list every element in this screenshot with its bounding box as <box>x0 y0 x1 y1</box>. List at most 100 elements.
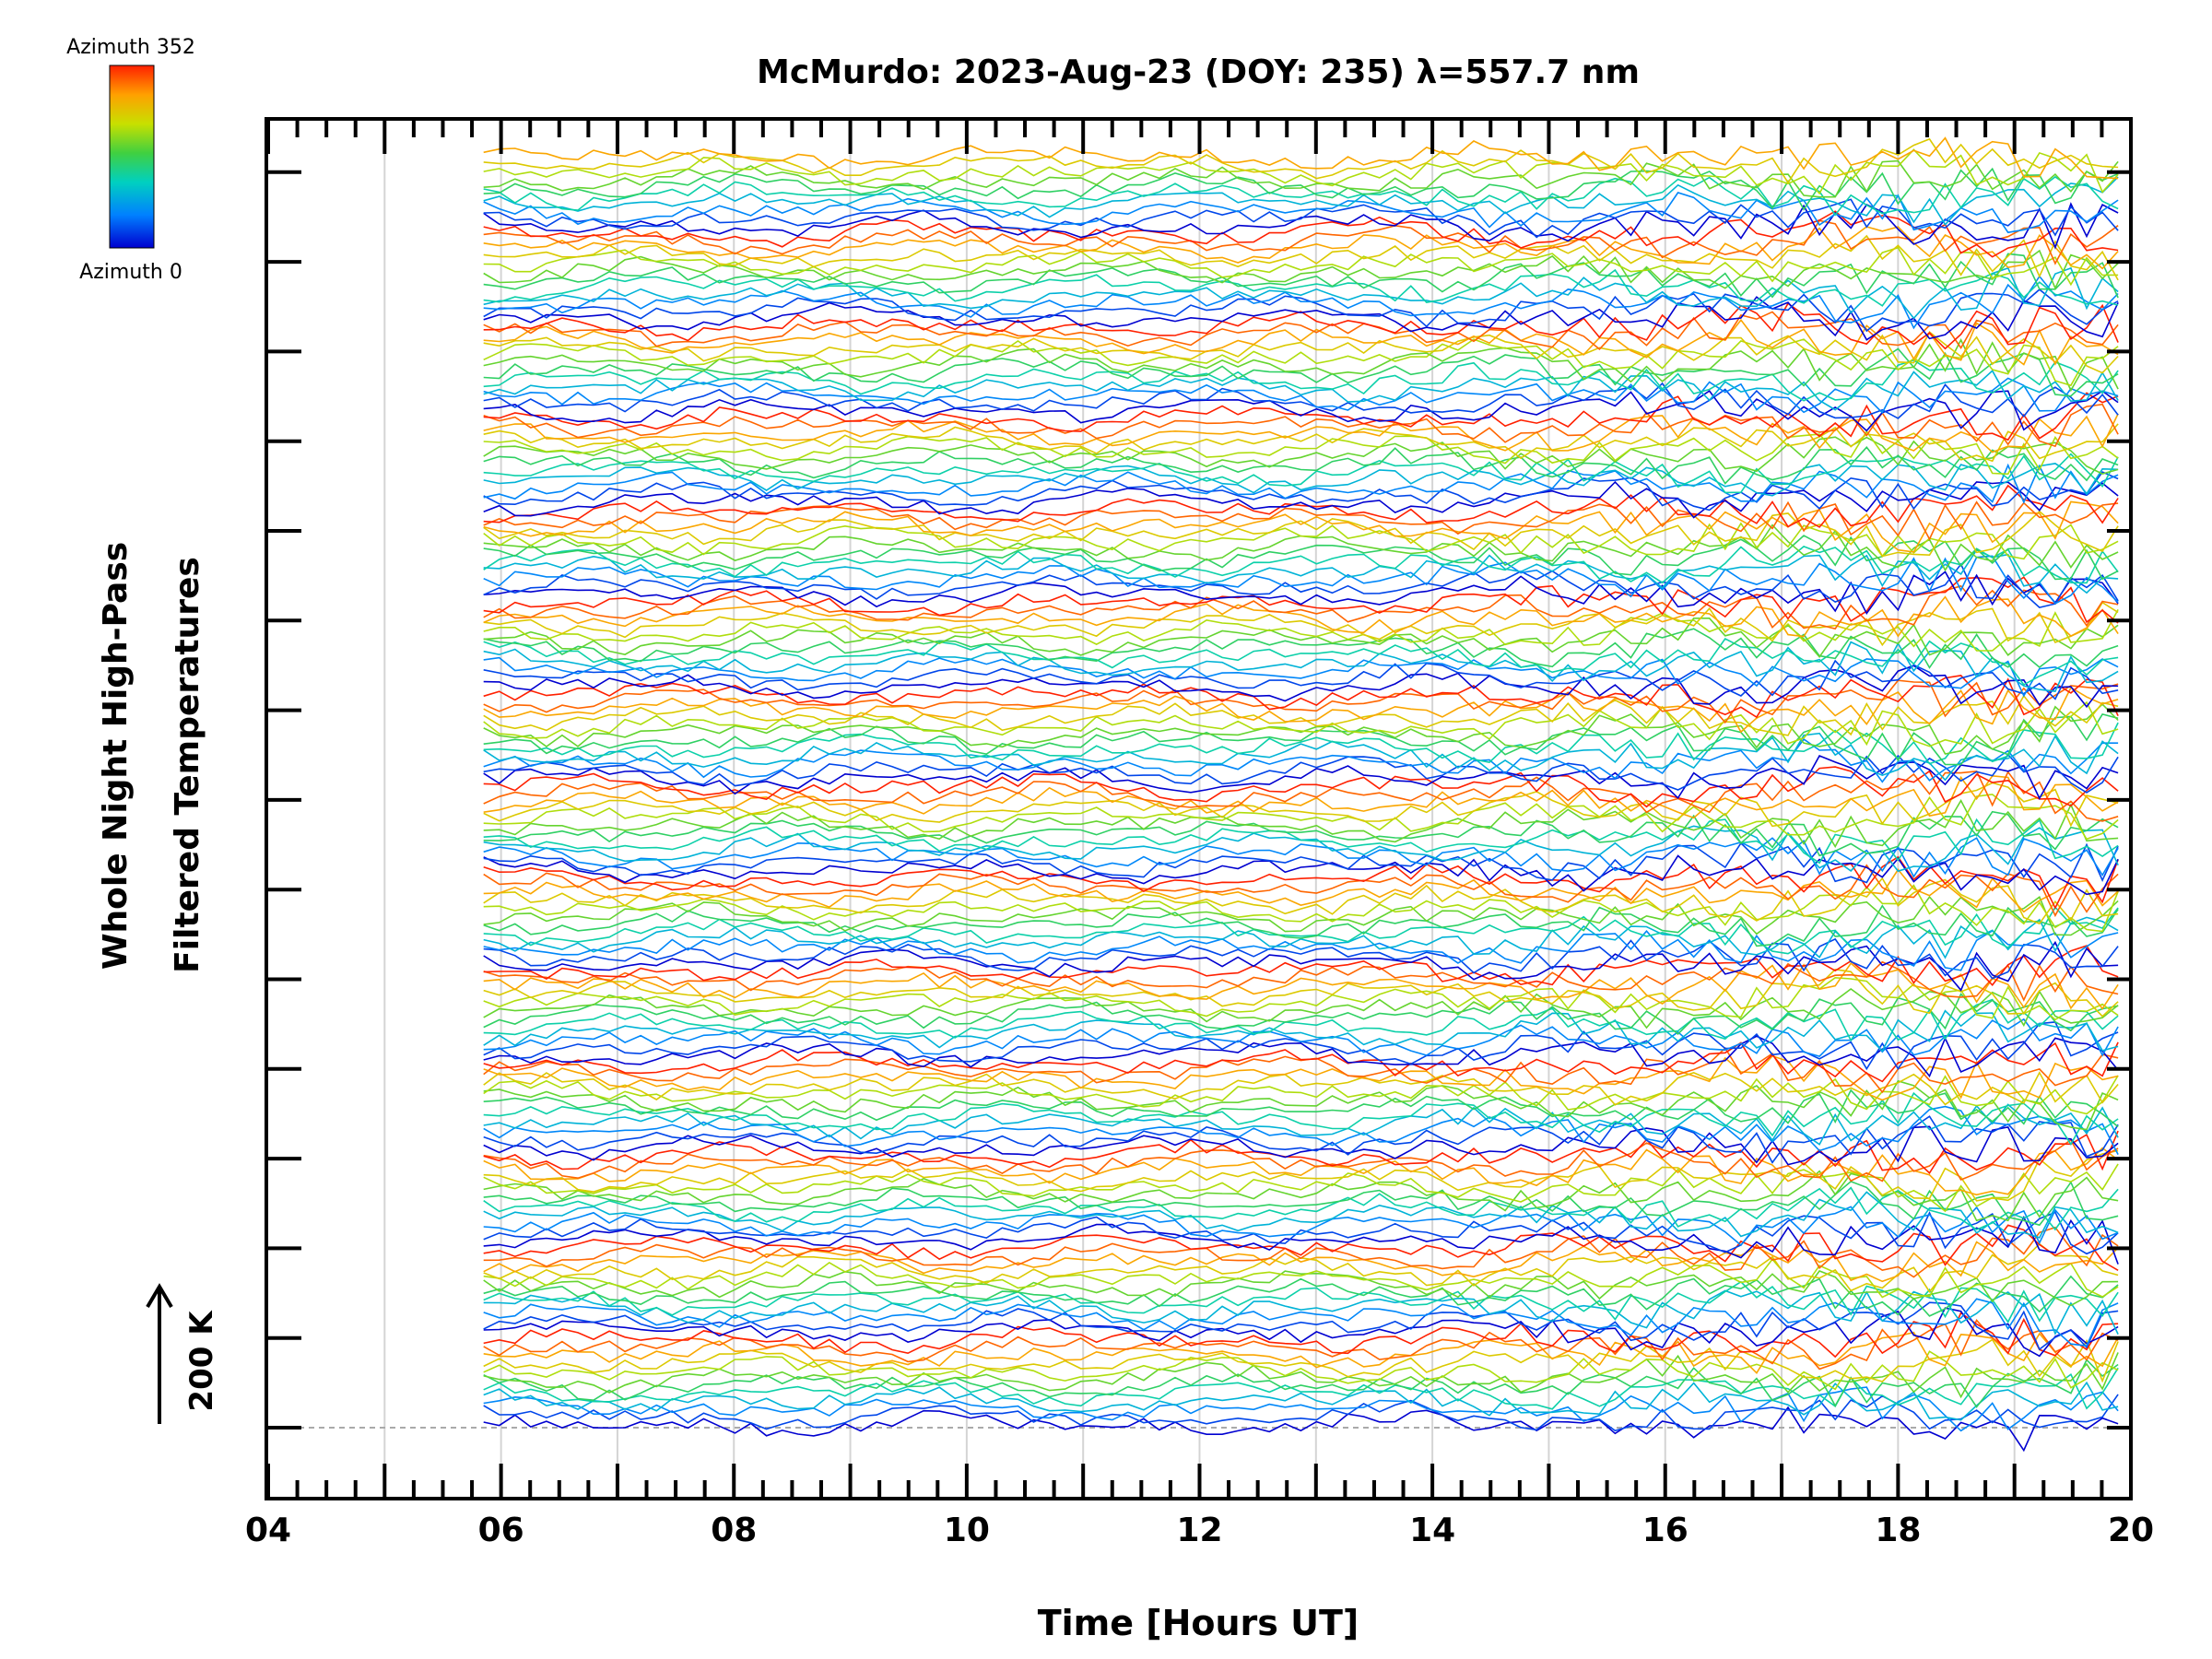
series-line <box>483 904 2119 947</box>
series-line <box>483 656 2119 698</box>
series-line <box>483 202 2119 250</box>
colorbar <box>109 65 155 249</box>
series-line <box>483 798 2119 849</box>
series-line <box>483 1258 2119 1299</box>
series-line <box>483 1216 2119 1265</box>
x-axis-label: Time [Hours UT] <box>1038 1603 1359 1643</box>
series-line <box>483 392 2119 441</box>
series-line <box>483 595 2119 638</box>
series-line <box>483 1312 2119 1359</box>
series-line <box>483 1046 2119 1094</box>
series-line <box>483 463 2119 497</box>
series-line <box>483 1275 2119 1317</box>
series-line <box>483 500 2119 541</box>
series-traces <box>483 136 2119 1453</box>
series-line <box>483 1301 2119 1351</box>
series-line <box>483 753 2119 794</box>
series-line <box>483 906 2119 955</box>
series-line <box>483 1338 2119 1383</box>
series-line <box>483 1018 2119 1057</box>
series-line <box>483 226 2119 270</box>
series-line <box>483 766 2119 808</box>
y-axis-label-line1: Whole Night High-Pass <box>97 542 135 970</box>
series-line <box>483 446 2119 485</box>
scale-arrow <box>146 1283 173 1424</box>
series-line <box>483 628 2119 669</box>
series-line <box>483 548 2119 594</box>
series-line <box>483 1191 2119 1239</box>
x-tick-label: 20 <box>2108 1512 2154 1549</box>
series-line <box>483 576 2119 624</box>
series-line <box>483 463 2119 504</box>
series-line <box>483 1105 2119 1155</box>
series-line <box>483 737 2119 783</box>
series-line <box>483 159 2119 198</box>
series-line <box>483 694 2119 736</box>
series-line <box>483 1009 2119 1053</box>
series-line <box>483 841 2119 884</box>
series-line <box>483 1331 2119 1374</box>
series-line <box>483 500 2119 553</box>
series-line <box>483 864 2119 918</box>
series-line <box>483 338 2119 387</box>
series-line <box>483 148 2119 195</box>
x-tick-label: 12 <box>1176 1512 1222 1549</box>
series-line <box>483 732 2119 782</box>
series-line <box>483 945 2119 987</box>
series-line <box>483 390 2119 432</box>
series-line <box>483 1241 2119 1283</box>
series-line <box>483 249 2119 290</box>
series-line <box>483 884 2119 933</box>
series-line <box>483 266 2119 320</box>
series-line <box>483 601 2119 647</box>
series-line <box>483 868 2119 913</box>
series-line <box>483 1147 2119 1196</box>
series-line <box>483 722 2119 765</box>
series-line <box>483 1381 2119 1421</box>
series-line <box>483 480 2119 519</box>
series-line <box>483 679 2119 724</box>
series-line <box>483 962 2119 1010</box>
series-line <box>483 609 2119 652</box>
series-line <box>483 1394 2119 1432</box>
series-line <box>483 1226 2119 1278</box>
chart-title: McMurdo: 2023-Aug-23 (DOY: 235) λ=557.7 … <box>757 53 1640 91</box>
series-line <box>483 1170 2119 1222</box>
series-line <box>483 337 2119 393</box>
series-line <box>483 675 2119 719</box>
x-tick-label: 18 <box>1875 1512 1921 1549</box>
series-line <box>483 1079 2119 1131</box>
series-line <box>483 1206 2119 1247</box>
axis-ticks: 04 06 08 10 12 14 16 18 20 <box>245 121 2154 1549</box>
series-line <box>483 318 2119 366</box>
series-line <box>483 794 2119 841</box>
x-tick-label: 14 <box>1409 1512 1455 1549</box>
series-line <box>483 1307 2119 1358</box>
series-line <box>483 275 2119 330</box>
series-line <box>483 929 2119 971</box>
series-line <box>483 246 2119 287</box>
series-line <box>483 1350 2119 1391</box>
series-line <box>483 1075 2119 1115</box>
series-line <box>483 993 2119 1035</box>
series-line <box>483 637 2119 686</box>
series-line <box>483 1224 2119 1271</box>
series-line <box>483 1103 2119 1146</box>
series-line <box>483 1180 2119 1227</box>
series-line <box>483 1138 2119 1182</box>
series-line <box>483 854 2119 896</box>
series-line <box>483 413 2119 453</box>
series-line <box>483 167 2119 211</box>
series-line <box>483 855 2119 910</box>
x-tick-label: 10 <box>944 1512 990 1549</box>
series-line <box>483 1054 2119 1101</box>
series-line <box>483 702 2119 755</box>
series-line <box>483 770 2119 822</box>
series-line <box>483 976 2119 1021</box>
series-line <box>483 712 2119 766</box>
series-line <box>483 436 2119 475</box>
x-tick-label: 16 <box>1642 1512 1688 1549</box>
x-tick-label: 08 <box>711 1512 757 1549</box>
series-line <box>483 1071 2119 1106</box>
